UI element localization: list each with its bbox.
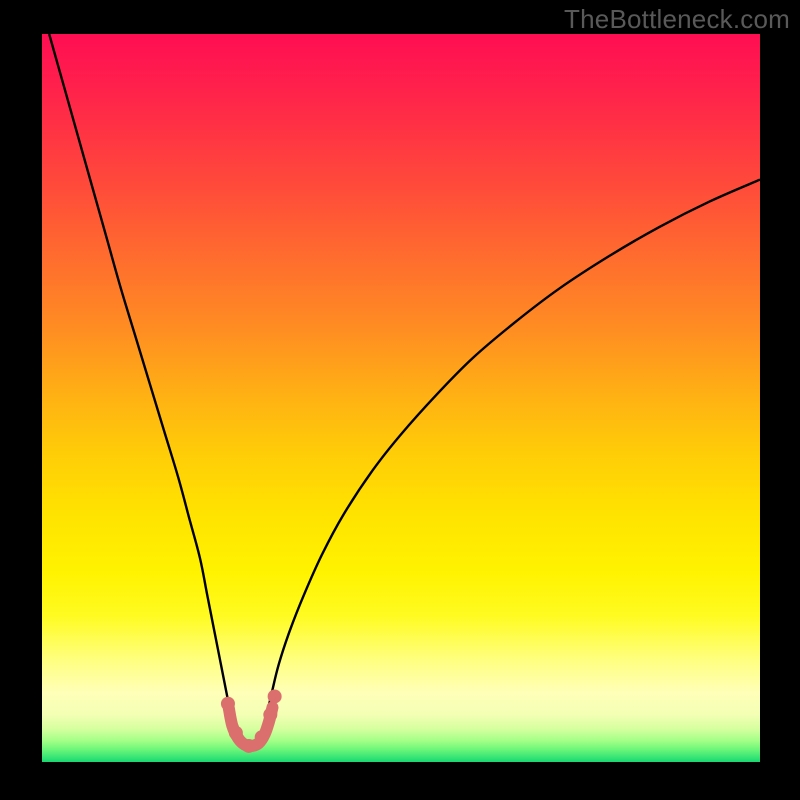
marker-dot	[263, 708, 277, 722]
gradient-background	[42, 34, 760, 762]
marker-dot	[229, 726, 243, 740]
plot-svg	[42, 34, 760, 762]
marker-dot	[221, 697, 235, 711]
chart-root: TheBottleneck.com	[0, 0, 800, 800]
watermark-text: TheBottleneck.com	[564, 4, 790, 35]
marker-dot	[255, 730, 269, 744]
marker-dot	[242, 739, 256, 753]
marker-dot	[268, 689, 282, 703]
plot-area	[42, 34, 760, 762]
